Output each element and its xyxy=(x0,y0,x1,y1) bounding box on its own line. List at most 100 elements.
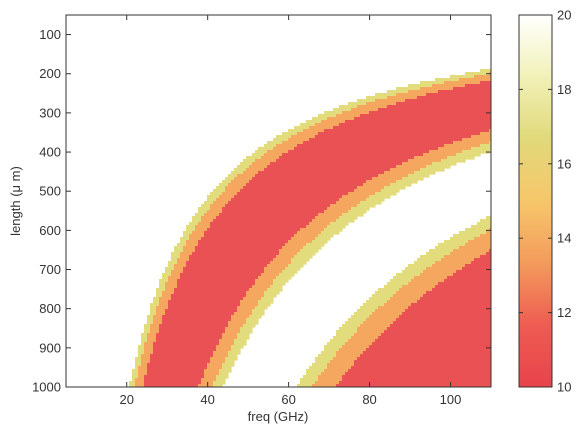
heatmap-cell xyxy=(366,348,370,387)
heatmap-cell xyxy=(276,144,280,160)
heatmap-cell xyxy=(363,201,367,214)
heatmap-cell xyxy=(351,315,355,337)
heatmap-cell xyxy=(405,285,409,310)
heatmap-cell xyxy=(369,96,373,103)
heatmap-cell xyxy=(399,180,403,190)
heatmap-cell xyxy=(486,231,490,253)
colorbar-tick-label: 12 xyxy=(557,305,571,320)
heatmap-cell xyxy=(330,204,334,223)
heatmap-cell xyxy=(489,69,491,73)
heatmap-cell xyxy=(306,129,310,142)
heatmap-cell xyxy=(477,222,481,238)
heatmap-cell xyxy=(228,174,232,184)
heatmap-cell xyxy=(216,186,220,199)
heatmap-cell xyxy=(411,90,415,100)
heatmap-cell xyxy=(426,267,430,292)
heatmap-cell xyxy=(426,252,430,268)
heatmap-cell xyxy=(459,75,463,79)
heatmap-cell xyxy=(321,231,325,247)
heatmap-cell xyxy=(201,237,205,379)
heatmap-cell xyxy=(483,144,487,154)
heatmap-cell xyxy=(426,93,430,154)
heatmap-cell xyxy=(210,222,214,358)
heatmap-cell xyxy=(393,183,397,196)
y-tick-label: 500 xyxy=(39,184,61,199)
heatmap-cell xyxy=(378,108,382,175)
heatmap-cell xyxy=(414,276,418,304)
heatmap-cell xyxy=(255,174,259,280)
heatmap-cell xyxy=(354,333,358,361)
heatmap-cell xyxy=(459,87,463,142)
heatmap-cell xyxy=(285,243,289,268)
heatmap-cell xyxy=(330,129,334,205)
heatmap-cell xyxy=(219,213,223,340)
heatmap-cell xyxy=(270,150,274,163)
heatmap-cell xyxy=(288,150,292,241)
heatmap-cell xyxy=(240,327,244,349)
heatmap-cell xyxy=(408,90,412,100)
heatmap-cell xyxy=(147,363,151,387)
heatmap-cell xyxy=(225,204,229,328)
heatmap-cell xyxy=(441,282,445,387)
heatmap-cell xyxy=(471,225,475,241)
heatmap-cell xyxy=(264,291,268,310)
heatmap-cell xyxy=(429,291,433,387)
heatmap-cell xyxy=(219,369,223,387)
heatmap-cell xyxy=(387,300,391,328)
heatmap-cell xyxy=(339,348,343,382)
heatmap-cell xyxy=(222,192,226,208)
y-axis: 100 200 300 400 500 600 700 800 900 1000 xyxy=(32,27,491,395)
heatmap-cell xyxy=(447,240,451,256)
heatmap-cell xyxy=(387,105,391,172)
heatmap-cell xyxy=(138,345,142,367)
heatmap-cell xyxy=(384,303,388,331)
heatmap-cell xyxy=(342,213,346,229)
heatmap-cell xyxy=(225,327,229,358)
heatmap-cell xyxy=(483,219,487,235)
heatmap-cell xyxy=(201,204,205,217)
heatmap-cell xyxy=(288,264,292,280)
heatmap-cell xyxy=(342,375,346,387)
heatmap-cell xyxy=(354,360,358,387)
heatmap-cell xyxy=(222,363,226,385)
heatmap-cell xyxy=(477,258,481,387)
heatmap-cell xyxy=(456,270,460,387)
heatmap-cell xyxy=(375,99,379,112)
heatmap-cell xyxy=(243,159,247,172)
heatmap-cell xyxy=(414,90,418,100)
heatmap-cell xyxy=(369,180,373,196)
heatmap-cell xyxy=(471,261,475,387)
y-tick-label: 1000 xyxy=(32,380,61,395)
heatmap-cell xyxy=(312,138,316,220)
heatmap-cell xyxy=(276,276,280,295)
heatmap-cell xyxy=(309,243,313,259)
heatmap-cell xyxy=(414,171,418,184)
heatmap-cell xyxy=(306,369,310,387)
heatmap-cell xyxy=(468,72,472,79)
heatmap-cell xyxy=(468,240,472,265)
heatmap-cell xyxy=(234,339,238,361)
heatmap-cell xyxy=(318,123,322,133)
heatmap-cell xyxy=(417,156,421,172)
plot-frame xyxy=(65,14,492,388)
heatmap-cell xyxy=(444,240,448,256)
heatmap-cell xyxy=(486,144,490,154)
heatmap-cell xyxy=(351,108,355,121)
heatmap-cell xyxy=(360,105,364,115)
heatmap-cell xyxy=(294,126,298,136)
heatmap-cell xyxy=(450,75,454,82)
heatmap-cell xyxy=(411,99,415,160)
heatmap-cell xyxy=(258,171,262,277)
heatmap-cell xyxy=(336,201,340,220)
heatmap-cell xyxy=(462,231,466,247)
heatmap-cell xyxy=(252,162,256,178)
heatmap-cell xyxy=(237,306,241,334)
heatmap-cell xyxy=(450,81,454,91)
heatmap-cell xyxy=(423,96,427,154)
heatmap-cell xyxy=(384,93,388,100)
heatmap-cell xyxy=(414,99,418,157)
heatmap-cell xyxy=(432,249,436,265)
heatmap-cell xyxy=(261,147,265,157)
heatmap-cell xyxy=(432,93,436,151)
x-tick-label: 60 xyxy=(281,392,295,407)
